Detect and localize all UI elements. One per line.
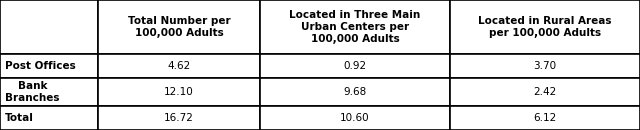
Text: Post Offices: Post Offices [5, 61, 76, 71]
Text: 12.10: 12.10 [164, 87, 194, 97]
Bar [0, 106, 98, 130]
Bar [0, 0, 98, 54]
Text: 10.60: 10.60 [340, 113, 370, 123]
Text: 6.12: 6.12 [533, 113, 557, 123]
Bar [260, 78, 450, 106]
Bar [0, 54, 98, 78]
Text: Total: Total [5, 113, 34, 123]
Bar [260, 54, 450, 78]
Bar [260, 0, 450, 54]
Text: Bank
Branches: Bank Branches [5, 81, 60, 103]
Bar [98, 106, 260, 130]
Bar [260, 106, 450, 130]
Text: 9.68: 9.68 [343, 87, 367, 97]
Text: 4.62: 4.62 [167, 61, 191, 71]
Bar [450, 78, 640, 106]
Text: Located in Rural Areas
per 100,000 Adults: Located in Rural Areas per 100,000 Adult… [478, 16, 612, 38]
Text: 3.70: 3.70 [533, 61, 557, 71]
Bar [450, 54, 640, 78]
Bar [0, 78, 98, 106]
Text: Total Number per
100,000 Adults: Total Number per 100,000 Adults [127, 16, 230, 38]
Bar [98, 54, 260, 78]
Bar [450, 0, 640, 54]
Bar [98, 0, 260, 54]
Text: 16.72: 16.72 [164, 113, 194, 123]
Bar [98, 78, 260, 106]
Text: 0.92: 0.92 [343, 61, 367, 71]
Bar [450, 106, 640, 130]
Text: 2.42: 2.42 [533, 87, 557, 97]
Text: Located in Three Main
Urban Centers per
100,000 Adults: Located in Three Main Urban Centers per … [289, 10, 420, 44]
